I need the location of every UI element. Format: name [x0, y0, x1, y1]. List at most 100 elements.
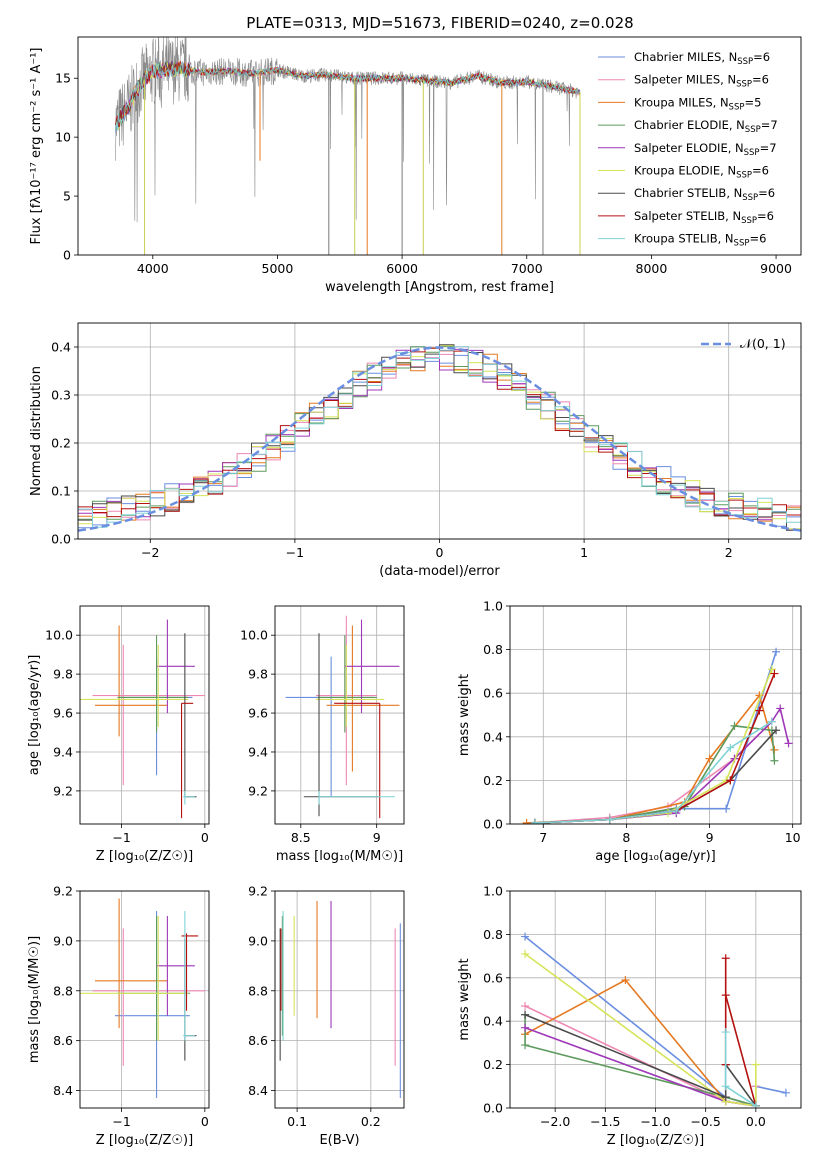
mass_vs_Z-ytick-label-4: 9.2: [53, 884, 73, 899]
massweight_vs_age-marker-7-5: [770, 669, 779, 678]
massweight_vs_age-xlabel: age [log₁₀(age/yr)]: [595, 849, 716, 864]
legend-label-3: Chabrier ELODIE, NSSP=7: [634, 118, 778, 135]
residuals-plot-area: [78, 344, 801, 532]
massweight_vs_age-marker-5-4: [767, 665, 776, 674]
spectrum-model-line-8: [115, 61, 581, 131]
massweight_vs_age-frame: [509, 605, 802, 825]
massweight_vs_age-marker-4-5: [776, 704, 785, 713]
massweight_vs_age-line-0: [534, 651, 777, 824]
massweight_vs_Z-xtick-label-3: −0.5: [690, 1114, 720, 1129]
massweight_vs_Z-marker-7-0: [721, 954, 730, 963]
age_vs_mass-frame: [274, 605, 405, 825]
massweight_vs_age-marker-4-6: [784, 739, 793, 748]
residual-legend-label: 𝒩(0, 1): [740, 336, 786, 351]
massweight_vs_Z-marker-5-0: [521, 949, 530, 958]
massweight_vs_age-marker-3-5: [770, 756, 779, 765]
age_vs_mass-ytick-label-1: 9.4: [248, 744, 268, 759]
massweight_vs_age-ytick-label-0: 0.0: [483, 817, 503, 832]
figure-title: PLATE=0313, MJD=51673, FIBERID=0240, z=0…: [246, 14, 633, 32]
mass_vs_ebv-ytick-label-3: 9.0: [248, 933, 268, 948]
massweight_vs_age-plot-area: [522, 647, 793, 824]
residuals-ytick-label-0: 0.0: [51, 532, 71, 547]
spectrum-ytick-label-1: 5: [63, 189, 71, 204]
age_vs_Z-ylabel: age [log₁₀(age/yr)]: [27, 655, 42, 776]
legend-label-sub-7: SSP: [741, 216, 757, 226]
legend-label-count-8: =6: [749, 232, 766, 246]
massweight_vs_age-line-7: [534, 673, 776, 824]
legend-label-sub-8: SSP: [734, 239, 750, 249]
legend-label-sub-2: SSP: [729, 102, 745, 112]
massweight_vs_Z-ytick-label-5: 1.0: [483, 884, 503, 899]
mass_vs_ebv-xlabel: E(B-V): [319, 1133, 359, 1148]
massweight_vs_Z-ytick-label-3: 0.6: [483, 970, 503, 985]
age_vs_Z-xtick-label-1: 0: [201, 830, 209, 845]
legend-label-7: Salpeter STELIB, NSSP=6: [634, 209, 774, 226]
massweight_vs_Z-marker-4-0: [521, 1023, 530, 1032]
legend-label-sub-0: SSP: [737, 57, 753, 67]
legend-label-sub-3: SSP: [745, 125, 761, 135]
massweight_vs_Z-plot-area: [521, 932, 790, 1108]
mass_vs_ebv-frame: [274, 890, 405, 1109]
massweight_vs_age-panel: 7 8 9 10 0.0 0.2 0.4 0.6 0.8 1.0 age [log₁₀(age/yr…: [457, 599, 802, 864]
massweight_vs_age-marker-2-0: [522, 818, 531, 824]
mass_vs_Z-xlabel: Z [log₁₀(Z/Z☉)]: [96, 1133, 193, 1148]
massweight_vs_age-marker-2-3: [705, 754, 714, 763]
massweight_vs_age-marker-7-4: [755, 706, 764, 715]
massweight_vs_Z-line-8: [724, 1032, 757, 1107]
massweight_vs_Z-marker-8-1: [721, 1082, 730, 1091]
mass_vs_Z-xtick-label-1: 0: [201, 1114, 209, 1129]
mass_vs_ebv-ytick-label-4: 9.2: [248, 884, 268, 899]
massweight_vs_Z-marker-6-1: [721, 1093, 730, 1102]
mass_vs_Z-xtick-label-0: −1: [112, 1114, 130, 1129]
massweight_vs_age-ytick-label-2: 0.4: [483, 729, 503, 744]
massweight_vs_Z-marker-5-3: [751, 1060, 760, 1069]
massweight_vs_Z-ytick-label-0: 0.0: [483, 1101, 503, 1116]
massweight_vs_Z-xtick-label-4: 0.0: [746, 1114, 766, 1129]
spectrum-model-line-7: [115, 60, 581, 128]
age_vs_Z-panel: −1 0 9.2 9.4 9.6 9.8 10.0 Z [log₁₀(Z/Z☉)] age [l…: [27, 605, 210, 864]
spectrum-ylabel: Flux [fλ10⁻¹⁷ erg cm⁻² s⁻¹ A⁻¹]: [29, 48, 44, 245]
mass_vs_Z-grid: [80, 890, 209, 1108]
massweight_vs_age-xtick-label-0: 7: [539, 830, 547, 845]
massweight_vs_Z-marker-0-4: [781, 1088, 790, 1097]
residual-histogram-8: [78, 346, 801, 528]
massweight_vs_Z-ytick-label-2: 0.4: [483, 1014, 503, 1029]
massweight_vs_Z-panel: −2.0 −1.5 −1.0 −0.5 0.0 0.0 0.2 0.4 0.6 0.8 1.0 Z […: [457, 884, 802, 1148]
legend-label-sub-5: SSP: [736, 171, 752, 181]
legend-label-count-5: =6: [752, 164, 769, 178]
legend-label-4: Salpeter ELODIE, NSSP=7: [634, 141, 777, 158]
age_vs_Z-ytick-label-1: 9.4: [53, 744, 73, 759]
legend-label-5: Kroupa ELODIE, NSSP=6: [634, 164, 769, 181]
residuals-ylabel: Normed distribution: [29, 366, 44, 496]
spectrum-xtick-label-5: 9000: [760, 261, 792, 276]
mass_vs_Z-plot-area: [80, 898, 205, 1099]
massweight_vs_Z-marker-2-1: [621, 975, 630, 984]
age_vs_Z-ytick-label-0: 9.2: [53, 783, 73, 798]
age_vs_mass-ytick-label-3: 9.8: [248, 667, 268, 682]
massweight_vs_Z-ylabel: mass weight: [457, 958, 472, 1040]
residuals-ytick-label-4: 0.4: [51, 340, 71, 355]
legend-label-8: Kroupa STELIB, NSSP=6: [634, 232, 766, 249]
spectrum-frame: [77, 36, 802, 256]
residuals-xlabel: (data-model)/error: [379, 564, 500, 579]
mass_vs_Z-ytick-label-0: 8.4: [53, 1083, 73, 1098]
mass_vs_ebv-plot-area: [279, 900, 401, 1099]
massweight_vs_age-ytick-label-3: 0.6: [483, 686, 503, 701]
age_vs_Z-plot-area: [80, 619, 205, 819]
legend-label-sub-4: SSP: [744, 148, 760, 158]
massweight_vs_age-marker-6-4: [772, 726, 781, 735]
mass_vs_ebv-xtick-label-1: 0.2: [361, 1114, 381, 1129]
massweight_vs_Z-marker-1-0: [521, 1002, 530, 1011]
massweight_vs_Z-ytick-label-1: 0.2: [483, 1057, 503, 1072]
massweight_vs_Z-xtick-label-2: −1.0: [640, 1114, 670, 1129]
massweight_vs_age-marker-8-2: [672, 806, 681, 815]
age_vs_mass-xtick-label-0: 8.5: [291, 830, 311, 845]
spectrum-xtick-label-2: 6000: [386, 261, 418, 276]
massweight_vs_Z-line-7: [724, 958, 757, 1107]
massweight_vs_age-marker-8-3: [726, 743, 735, 752]
spectrum-ytick-label-2: 10: [55, 130, 71, 145]
spectrum-xlabel: wavelength [Angstrom, rest frame]: [325, 280, 554, 295]
legend-label-count-4: =7: [760, 141, 777, 155]
age_vs_Z-grid: [80, 606, 209, 824]
